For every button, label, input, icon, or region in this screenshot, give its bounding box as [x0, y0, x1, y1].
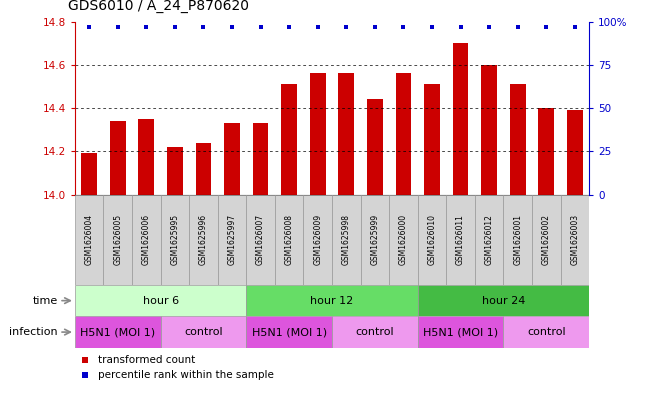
- Text: GSM1626002: GSM1626002: [542, 214, 551, 265]
- Bar: [161, 316, 246, 348]
- Bar: [418, 195, 447, 285]
- Bar: [481, 65, 497, 195]
- Bar: [75, 316, 161, 348]
- Bar: [567, 110, 583, 195]
- Bar: [361, 195, 389, 285]
- Bar: [389, 195, 418, 285]
- Text: GSM1626012: GSM1626012: [484, 214, 493, 265]
- Text: GSM1626011: GSM1626011: [456, 214, 465, 265]
- Bar: [396, 73, 411, 195]
- Bar: [281, 84, 297, 195]
- Text: GSM1626006: GSM1626006: [142, 214, 151, 265]
- Bar: [195, 143, 212, 195]
- Bar: [452, 43, 469, 195]
- Bar: [253, 123, 268, 195]
- Bar: [81, 154, 97, 195]
- Bar: [532, 195, 561, 285]
- Bar: [132, 195, 161, 285]
- Bar: [167, 147, 183, 195]
- Bar: [246, 316, 332, 348]
- Text: GSM1625996: GSM1625996: [199, 214, 208, 265]
- Bar: [475, 195, 503, 285]
- Text: percentile rank within the sample: percentile rank within the sample: [98, 370, 274, 380]
- Text: GSM1626010: GSM1626010: [428, 214, 437, 265]
- Text: control: control: [527, 327, 566, 337]
- Text: control: control: [355, 327, 394, 337]
- Text: GSM1626005: GSM1626005: [113, 214, 122, 265]
- Text: GDS6010 / A_24_P870620: GDS6010 / A_24_P870620: [68, 0, 249, 13]
- Text: GSM1626003: GSM1626003: [570, 214, 579, 265]
- Bar: [561, 195, 589, 285]
- Text: GSM1625997: GSM1625997: [227, 214, 236, 265]
- Bar: [75, 285, 246, 316]
- Text: GSM1626009: GSM1626009: [313, 214, 322, 265]
- Bar: [503, 195, 532, 285]
- Bar: [139, 119, 154, 195]
- Bar: [503, 316, 589, 348]
- Text: GSM1625999: GSM1625999: [370, 214, 380, 265]
- Text: infection: infection: [9, 327, 58, 337]
- Bar: [447, 195, 475, 285]
- Bar: [275, 195, 303, 285]
- Text: GSM1626004: GSM1626004: [85, 214, 94, 265]
- Bar: [510, 84, 525, 195]
- Text: GSM1626008: GSM1626008: [284, 214, 294, 265]
- Bar: [246, 285, 418, 316]
- Bar: [246, 195, 275, 285]
- Bar: [310, 73, 326, 195]
- Text: GSM1626007: GSM1626007: [256, 214, 265, 265]
- Text: hour 12: hour 12: [311, 296, 353, 306]
- Bar: [424, 84, 440, 195]
- Bar: [161, 195, 189, 285]
- Text: H5N1 (MOI 1): H5N1 (MOI 1): [423, 327, 498, 337]
- Text: GSM1626000: GSM1626000: [399, 214, 408, 265]
- Bar: [75, 195, 104, 285]
- Bar: [104, 195, 132, 285]
- Text: H5N1 (MOI 1): H5N1 (MOI 1): [80, 327, 156, 337]
- Text: GSM1626001: GSM1626001: [513, 214, 522, 265]
- Bar: [189, 195, 217, 285]
- Bar: [418, 316, 503, 348]
- Bar: [224, 123, 240, 195]
- Bar: [332, 195, 361, 285]
- Bar: [418, 285, 589, 316]
- Text: GSM1625995: GSM1625995: [171, 214, 180, 265]
- Text: control: control: [184, 327, 223, 337]
- Bar: [303, 195, 332, 285]
- Text: time: time: [33, 296, 58, 306]
- Text: GSM1625998: GSM1625998: [342, 214, 351, 265]
- Bar: [339, 73, 354, 195]
- Text: hour 6: hour 6: [143, 296, 178, 306]
- Bar: [217, 195, 246, 285]
- Bar: [367, 99, 383, 195]
- Bar: [332, 316, 418, 348]
- Bar: [538, 108, 554, 195]
- Text: transformed count: transformed count: [98, 354, 195, 365]
- Text: H5N1 (MOI 1): H5N1 (MOI 1): [251, 327, 327, 337]
- Text: hour 24: hour 24: [482, 296, 525, 306]
- Bar: [110, 121, 126, 195]
